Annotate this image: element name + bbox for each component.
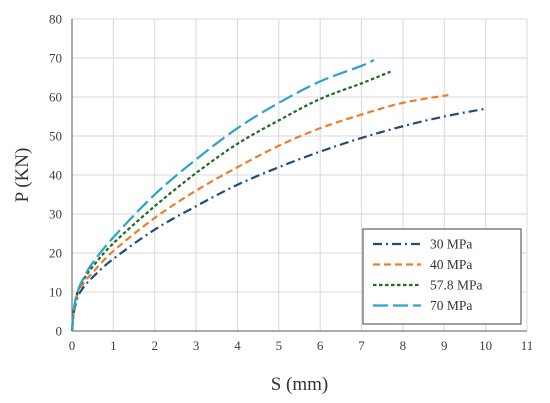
- y-tick-label: 40: [49, 168, 62, 183]
- y-axis-title: P (KN): [12, 148, 33, 203]
- legend-label-2: 40 MPa: [430, 257, 472, 272]
- y-tick-label: 30: [49, 207, 62, 222]
- y-axis-ticks: 0 10 20 30 40 50 60 70 80: [49, 12, 62, 339]
- plot-frame: [71, 19, 527, 332]
- x-tick-label: 2: [151, 338, 158, 353]
- y-tick-label: 20: [49, 246, 62, 261]
- series-line-1: [70, 107, 486, 332]
- legend-label-1: 30 MPa: [430, 237, 472, 252]
- y-tick-label: 10: [49, 285, 62, 300]
- x-tick-label: 7: [358, 338, 365, 353]
- x-tick-label: 0: [69, 338, 76, 353]
- x-axis-title: S (mm): [271, 374, 329, 395]
- series-line-2: [70, 93, 449, 332]
- x-tick-label: 4: [234, 338, 241, 353]
- x-tick-label: 8: [400, 338, 407, 353]
- y-tick-label: 60: [49, 90, 62, 105]
- x-tick-label: 10: [479, 338, 492, 353]
- y-tick-label: 70: [49, 51, 62, 66]
- series-line-4: [70, 58, 375, 332]
- x-tick-label: 6: [317, 338, 324, 353]
- x-tick-label: 1: [110, 338, 117, 353]
- y-tick-label: 0: [56, 324, 63, 339]
- y-tick-label: 50: [49, 129, 62, 144]
- legend-box: [362, 228, 522, 325]
- x-tick-label: 5: [276, 338, 283, 353]
- y-tick-label: 80: [49, 12, 62, 27]
- legend: 30 MPa 40 MPa 57.8 MPa 70 MPa: [362, 228, 522, 325]
- x-tick-label: 3: [193, 338, 200, 353]
- x-tick-label: 9: [441, 338, 448, 353]
- legend-label-3: 57.8 MPa: [430, 278, 483, 293]
- legend-label-4: 70 MPa: [430, 298, 472, 313]
- x-tick-label: 11: [521, 338, 534, 353]
- series-lines: [70, 58, 486, 332]
- x-axis-ticks: 0 1 2 3 4 5 6 7 8 9 10 11: [69, 338, 534, 353]
